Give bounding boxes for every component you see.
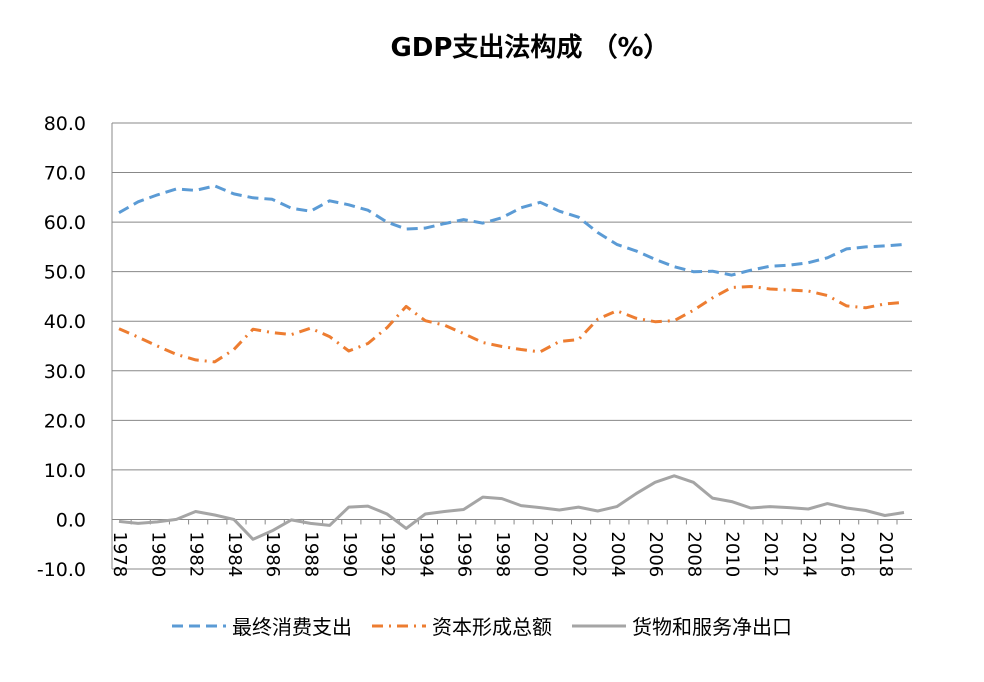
x-tick-label: 1980 [147, 531, 168, 577]
legend-item-1: 最终消费支出 [172, 615, 352, 639]
y-tick-label: -10.0 [37, 559, 86, 581]
x-tick-label: 2018 [875, 531, 896, 577]
legend-label: 最终消费支出 [232, 615, 352, 639]
x-tick-label: 2014 [798, 531, 819, 577]
y-tick-label: 30.0 [44, 361, 86, 383]
legend: 最终消费支出 资本形成总额 货物和服务净出口 [172, 615, 792, 639]
x-tick-label: 2016 [837, 531, 858, 577]
y-tick-label: 0.0 [56, 509, 86, 531]
x-tick-label: 1992 [377, 531, 398, 577]
x-tick-label: 2012 [760, 531, 781, 577]
y-tick-label: 40.0 [44, 311, 86, 333]
x-tick-label: 1990 [339, 531, 360, 577]
grid-layer [112, 122, 912, 570]
x-tick-label: 2008 [683, 531, 704, 577]
y-tick-label: 10.0 [44, 460, 86, 482]
legend-label: 货物和服务净出口 [632, 615, 792, 639]
x-tick-label: 2000 [530, 531, 551, 577]
y-tick-label: 70.0 [44, 163, 86, 185]
x-tick-label: 1988 [300, 531, 321, 577]
y-tick-label: 50.0 [44, 262, 86, 284]
x-tick-label: 1982 [186, 531, 207, 577]
x-tick-label: 1994 [415, 531, 436, 577]
chart-title: GDP支出法构成 （%） [390, 33, 669, 63]
x-tick-label: 1998 [492, 531, 513, 577]
legend-item-2: 资本形成总额 [372, 615, 552, 639]
y-tick-label: 20.0 [44, 410, 86, 432]
series-line-3 [118, 474, 905, 541]
series-line-1 [118, 184, 905, 277]
x-tick-label: 1986 [262, 531, 283, 577]
y-tick-label: 80.0 [44, 113, 86, 135]
series-line-2 [118, 285, 905, 364]
series-layer [118, 184, 905, 541]
x-tick-label: 2002 [569, 531, 590, 577]
y-tick-label: 60.0 [44, 212, 86, 234]
x-tick-label: 1978 [109, 531, 130, 577]
x-tick-label: 1996 [454, 531, 475, 577]
legend-label: 资本形成总额 [432, 615, 552, 639]
x-tick-label: 1984 [224, 531, 245, 577]
x-tick-label: 2010 [722, 531, 743, 577]
x-tick-label: 2006 [645, 531, 666, 577]
axis-layer: 80.0 70.0 60.0 50.0 40.0 30.0 20.0 10.0 0.0 -10.0… [37, 113, 898, 581]
x-tick-label: 2004 [607, 531, 628, 577]
legend-item-3: 货物和服务净出口 [572, 615, 792, 639]
